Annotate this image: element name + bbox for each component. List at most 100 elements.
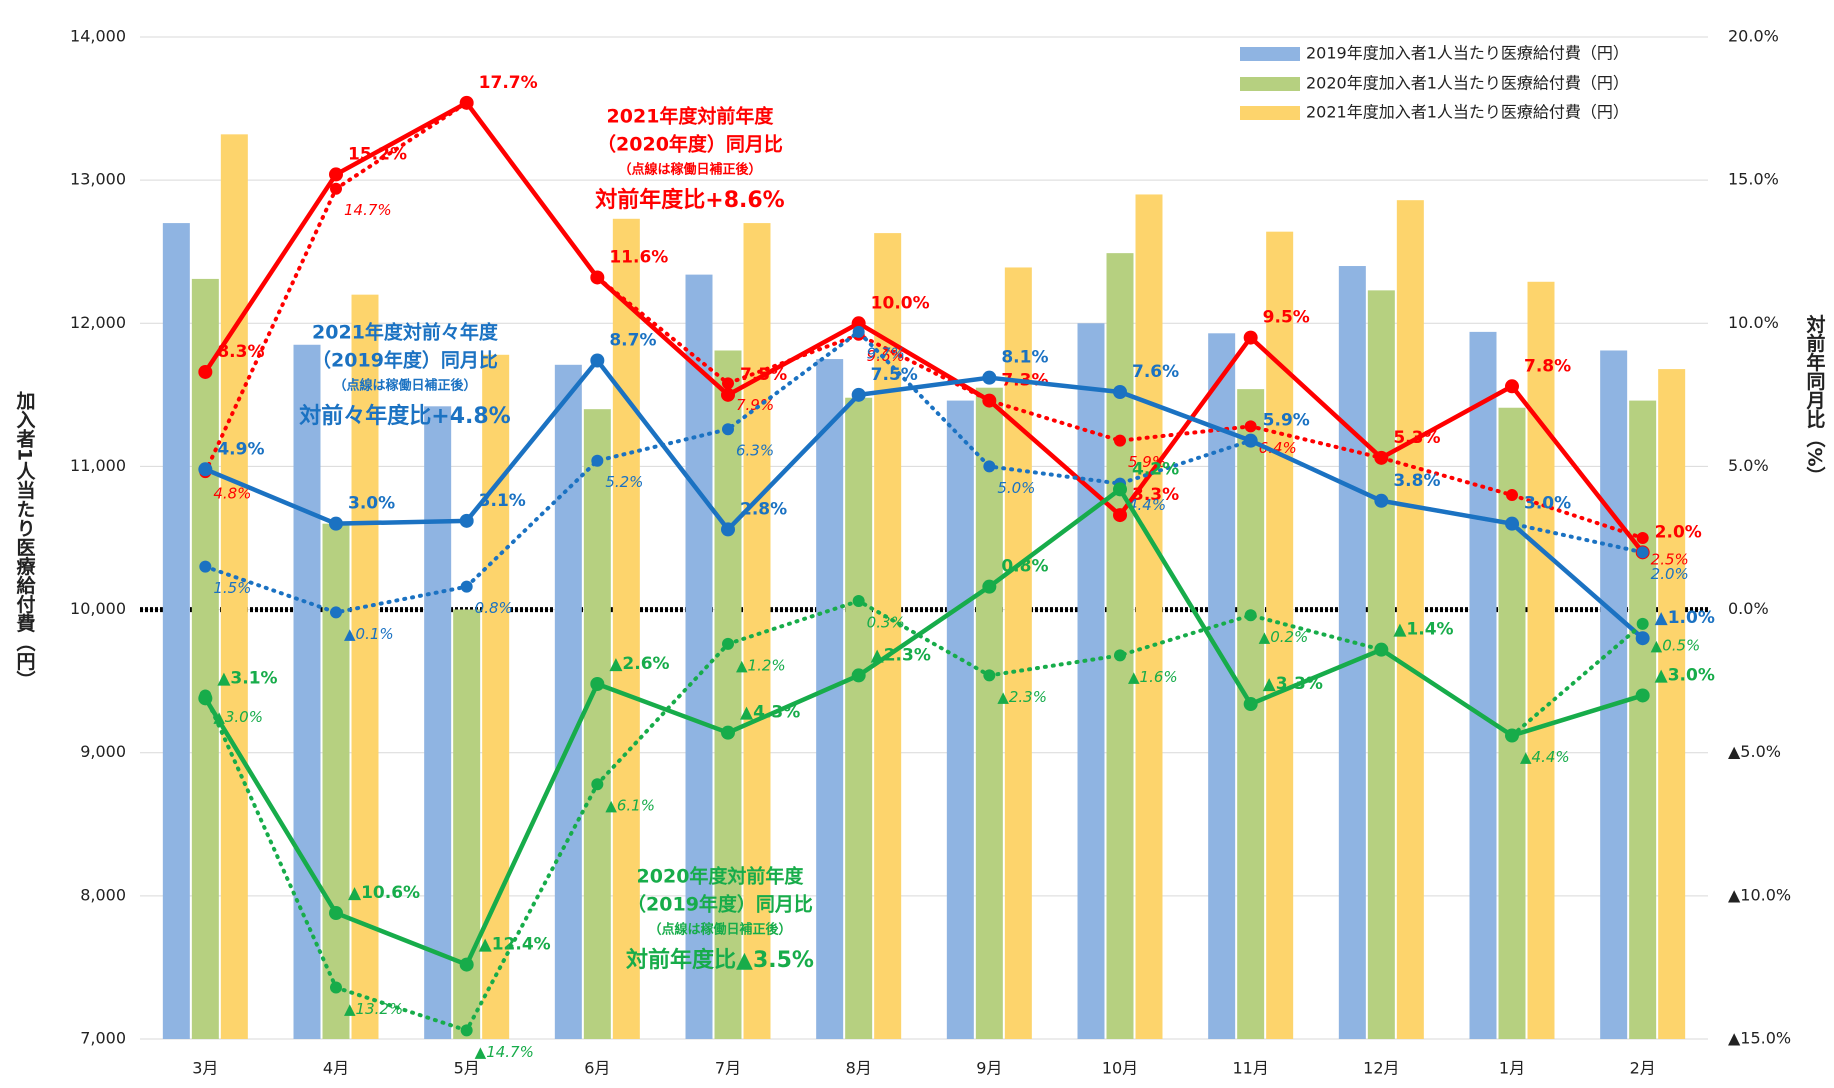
line-point: [1375, 643, 1388, 656]
value-label: ▲2.3%: [871, 645, 931, 665]
line-point: [1243, 697, 1258, 712]
dotted-value-label: 5.9%: [1128, 453, 1166, 471]
value-label: 3.0%: [1524, 494, 1571, 514]
bar: [946, 400, 974, 1039]
line-point: [198, 462, 213, 477]
value-label: 3.3%: [1132, 485, 1179, 505]
annotation: 2021年度対前々年度: [312, 321, 499, 344]
value-label: 3.1%: [479, 491, 526, 511]
dotted-value-label: ▲13.2%: [344, 1000, 403, 1018]
line-point: [982, 370, 997, 385]
bar: [1135, 194, 1163, 1039]
annotation: 2020年度対前年度: [637, 865, 805, 888]
dotted-value-label: ▲1.2%: [736, 656, 786, 674]
line: [203, 598, 1645, 1033]
value-label: 8.1%: [1001, 348, 1048, 368]
line-point: [852, 325, 865, 338]
annotation: （点線は稼働日補正後）: [648, 922, 791, 938]
dotted-value-label: 6.3%: [736, 442, 774, 460]
line-point: [852, 594, 865, 607]
value-label: ▲2.6%: [609, 654, 669, 674]
x-tick-label: 9月: [976, 1059, 1002, 1078]
line-point: [851, 316, 866, 331]
legend-swatch: [1240, 77, 1300, 91]
dotted-value-label: 6.4%: [1259, 439, 1297, 457]
line: [203, 329, 1645, 615]
line-point: [591, 778, 604, 791]
dotted-value-label: ▲6.1%: [605, 797, 655, 815]
bar: [351, 294, 379, 1040]
value-label: ▲1.0%: [1655, 608, 1715, 628]
line-point: [983, 394, 996, 407]
bar: [612, 218, 640, 1039]
line-point: [590, 677, 605, 692]
line-point: [460, 96, 473, 109]
y2-tick-label: ▲5.0%: [1728, 742, 1781, 761]
bar: [1498, 407, 1526, 1039]
dotted-value-label: 2.0%: [1651, 565, 1689, 583]
dotted-value-label: ▲1.6%: [1128, 668, 1178, 686]
bar: [1600, 350, 1628, 1039]
value-label: 8.3%: [217, 342, 264, 362]
dotted-value-label: 4.4%: [1128, 496, 1166, 514]
line-point: [1636, 546, 1649, 559]
value-label: 2.8%: [740, 499, 787, 519]
line-point: [983, 460, 996, 473]
value-label: 11.6%: [609, 247, 668, 267]
x-tick-label: 3月: [192, 1059, 218, 1078]
line-point: [329, 906, 343, 921]
bar: [816, 359, 844, 1040]
x-tick-label: 6月: [584, 1059, 610, 1078]
dotted-value-label: ▲0.2%: [1259, 628, 1309, 646]
line: [203, 487, 1645, 967]
line-point: [1506, 517, 1518, 530]
value-label: 8.7%: [609, 331, 656, 351]
line-point: [722, 423, 734, 436]
line-point: [330, 182, 342, 195]
dotted-value-label: ▲0.5%: [1651, 636, 1701, 654]
bar: [1658, 369, 1686, 1039]
line-point: [1244, 434, 1257, 447]
line-point: [721, 725, 735, 740]
bar: [1396, 200, 1424, 1039]
y2-axis-title: 対前年同月比（%）: [1804, 313, 1827, 485]
line-point: [1506, 729, 1518, 742]
annotation: 2021年度対前年度: [607, 105, 775, 128]
line-point: [330, 606, 342, 619]
bar: [1077, 323, 1105, 1039]
line-point: [199, 689, 212, 702]
dotted-value-label: 4.8%: [213, 485, 251, 503]
value-label: 10.0%: [871, 293, 930, 313]
value-label: 3.0%: [348, 494, 395, 514]
annotation: （2020年度）同月比: [597, 133, 783, 156]
value-label: 7.8%: [1524, 356, 1571, 376]
x-tick-label: 7月: [715, 1059, 741, 1078]
dotted-value-label: ▲14.7%: [475, 1043, 534, 1061]
line-point: [1505, 379, 1519, 394]
y-tick-label: 13,000: [70, 170, 126, 189]
line-point: [1375, 494, 1388, 507]
dotted-value-label: 0.8%: [475, 599, 513, 617]
line-point: [459, 513, 474, 528]
x-tick-label: 12月: [1363, 1059, 1399, 1078]
value-label: 0.8%: [1001, 557, 1048, 577]
line-point: [1113, 384, 1127, 399]
line-point: [982, 579, 997, 594]
bar: [424, 406, 452, 1039]
line-point: [199, 560, 212, 573]
bar: [1367, 290, 1395, 1039]
annotation: （2019年度）同月比: [627, 893, 813, 916]
bar: [220, 134, 248, 1039]
bar: [162, 223, 190, 1040]
line-point: [330, 981, 342, 994]
line: [203, 100, 1645, 555]
annotation: （点線は稼働日補正後）: [333, 378, 476, 394]
y-tick-label: 9,000: [80, 742, 126, 761]
line-point: [1113, 508, 1127, 523]
y-tick-label: 14,000: [70, 27, 126, 46]
line: [203, 358, 1645, 641]
x-tick-label: 4月: [323, 1059, 349, 1078]
line-point: [198, 364, 213, 379]
legend-label: 2021年度加入者1人当たり医療給付費（円）: [1306, 103, 1629, 122]
